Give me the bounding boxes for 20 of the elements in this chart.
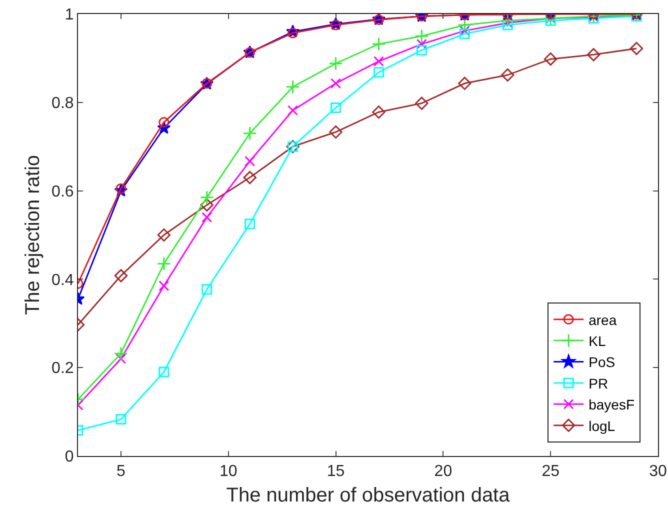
x-tick-label: 20 [434,463,452,480]
x-tick-label: 15 [326,463,345,480]
x-tick-label: 5 [116,463,126,480]
legend-label: PoS [588,354,616,370]
legend-label: area [588,312,617,328]
legend-label: logL [588,418,616,434]
y-tick-label: 0 [64,448,74,466]
legend-label: PR [588,375,608,392]
x-tick-label: 30 [649,463,667,480]
y-axis-title: The rejection ratio [22,154,44,316]
legend-label: KL [588,333,606,349]
y-tick-label: 1 [64,6,74,24]
y-tick-label: 0.8 [52,95,74,112]
y-tick-label: 0.6 [52,183,74,200]
y-tick-label: 0.4 [52,272,74,289]
x-axis-title: The number of observation data [226,484,511,507]
x-tick-label: 25 [542,463,560,480]
x-tick-label: 10 [219,463,238,480]
y-tick-label: 0.2 [52,360,74,378]
legend-label: bayesF [588,396,635,413]
